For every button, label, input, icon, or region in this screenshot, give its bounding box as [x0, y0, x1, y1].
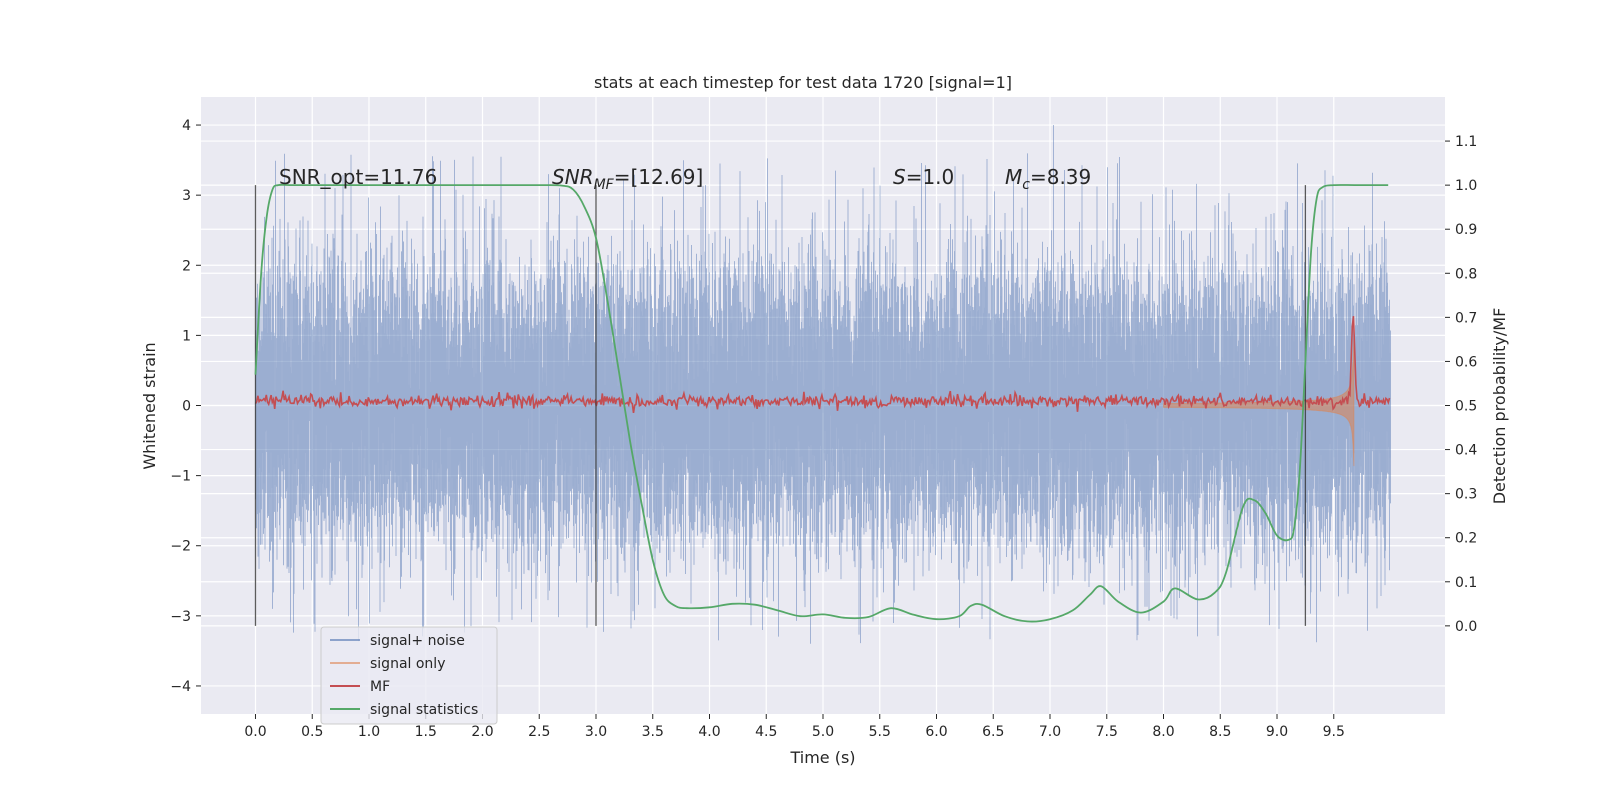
y2-tick-label: 0.4: [1455, 443, 1477, 459]
x-tick-label: 8.0: [1152, 724, 1174, 740]
x-tick-label: 6.0: [925, 724, 947, 740]
x-tick-label: 0.0: [244, 724, 266, 740]
annotation-snr-mf: SNRMF=[12.69]: [552, 165, 703, 193]
x-axis-label: Time (s): [789, 748, 855, 767]
signal-statistics-line: [254, 183, 1389, 623]
y2-tick-label: 0.9: [1455, 222, 1477, 238]
y2-tick-label: 0.1: [1455, 575, 1477, 591]
y2-axis-label: Detection probability/MF: [1490, 308, 1509, 505]
x-tick-label: 7.5: [1096, 724, 1118, 740]
mf-line: [254, 316, 1391, 414]
x-tick-label: 8.5: [1209, 724, 1231, 740]
x-tick-label: 1.0: [358, 724, 380, 740]
chart-title: stats at each timestep for test data 172…: [594, 73, 1012, 92]
x-tick-label: 9.5: [1323, 724, 1345, 740]
annotation-snr-opt: SNR_opt=11.76: [279, 165, 437, 189]
y-tick-label: 3: [182, 188, 191, 204]
y-tick-label: −2: [170, 539, 191, 555]
signal-statistics-series: [254, 183, 1389, 623]
annotation-mc-value: =8.39: [1030, 165, 1091, 189]
y2-tick-label: 1.1: [1455, 134, 1477, 150]
x-tick-label: 4.0: [698, 724, 720, 740]
annotation-mc-sub: c: [1022, 177, 1030, 193]
y-tick-label: 2: [182, 258, 191, 274]
legend-label-signal-only: signal only: [370, 656, 445, 672]
legend: signal+ noise signal only MF signal stat…: [320, 626, 498, 725]
annotations: SNR_opt=11.76 SNRMF=[12.69] S=1.0 Mc=8.3…: [279, 165, 1091, 193]
legend-label-signal-noise: signal+ noise: [370, 633, 465, 649]
annotation-s-value: =1.0: [906, 165, 955, 189]
legend-box: [320, 626, 498, 725]
x-tick-label: 6.5: [982, 724, 1004, 740]
y-axis-label: Whitened strain: [140, 342, 159, 469]
annotation-snr-mf-label: SNR: [552, 165, 594, 189]
y-tick-label: 4: [182, 118, 191, 134]
vertical-markers: [254, 185, 1307, 626]
x-tick-label: 3.5: [642, 724, 664, 740]
y-tick-label: 0: [182, 399, 191, 415]
x-tick-label: 2.0: [471, 724, 493, 740]
y2-tick-label: 0.0: [1455, 619, 1477, 635]
x-tick-label: 4.5: [755, 724, 777, 740]
y2-tick-label: 1.0: [1455, 178, 1477, 194]
y-tick-label: 1: [182, 328, 191, 344]
y-axis-ticks: −4 −3 −2 −1 0 1 2 3 4: [170, 118, 201, 695]
y2-tick-label: 0.8: [1455, 266, 1477, 282]
y2-axis-ticks: 0.0 0.1 0.2 0.3 0.4 0.5 0.6 0.7 0.8 0.9 1.0 1.1: [1445, 134, 1477, 635]
x-tick-label: 7.0: [1039, 724, 1061, 740]
x-tick-label: 5.5: [869, 724, 891, 740]
y2-tick-label: 0.5: [1455, 399, 1477, 415]
x-tick-label: 1.5: [415, 724, 437, 740]
x-tick-label: 5.0: [812, 724, 834, 740]
annotation-s: S=1.0: [893, 165, 954, 189]
y-tick-label: −4: [170, 679, 191, 695]
annotation-snr-mf-value: =[12.69]: [614, 165, 704, 189]
x-tick-label: 3.0: [585, 724, 607, 740]
y-tick-label: −1: [170, 469, 191, 485]
x-tick-label: 0.5: [301, 724, 323, 740]
y2-tick-label: 0.7: [1455, 310, 1477, 326]
legend-label-mf: MF: [370, 679, 390, 695]
mf-series: [254, 316, 1391, 414]
x-axis-ticks: 0.0 0.5 1.0 1.5 2.0 2.5 3.0 3.5 4.0 4.5 5.0 5.5 6.0 6…: [244, 714, 1345, 740]
annotation-mc-label: M: [1005, 165, 1022, 189]
y-tick-label: −3: [170, 609, 191, 625]
x-tick-label: 9.0: [1266, 724, 1288, 740]
legend-label-signal-statistics: signal statistics: [370, 702, 478, 718]
y2-tick-label: 0.3: [1455, 487, 1477, 503]
y2-tick-label: 0.6: [1455, 354, 1477, 370]
annotation-snr-mf-sub: MF: [594, 177, 615, 193]
annotation-s-label: S: [893, 165, 906, 189]
x-tick-label: 2.5: [528, 724, 550, 740]
annotation-mc: Mc=8.39: [1005, 165, 1091, 193]
y2-tick-label: 0.2: [1455, 531, 1477, 547]
